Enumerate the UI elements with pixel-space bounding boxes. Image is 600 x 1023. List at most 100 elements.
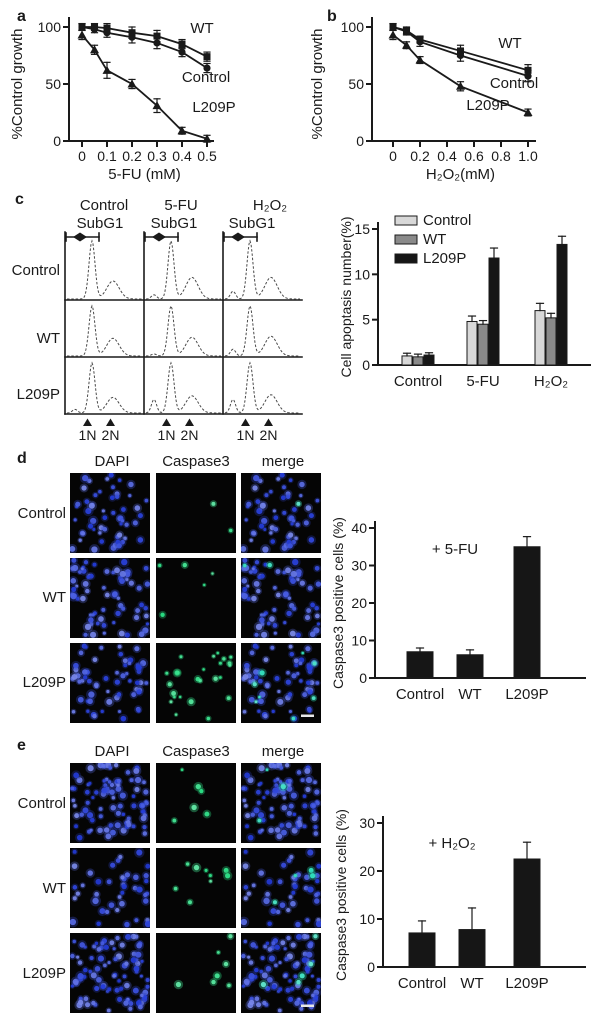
nucleus — [287, 778, 292, 784]
caspase-dot — [299, 973, 305, 979]
nucleus — [111, 510, 116, 515]
micro-e-control-caspase3 — [156, 763, 236, 843]
nucleus — [122, 658, 128, 664]
nucleus — [311, 815, 318, 822]
nucleus — [266, 621, 271, 626]
nucleus — [264, 493, 269, 498]
nucleus — [135, 1000, 142, 1006]
nucleus — [285, 567, 291, 574]
nucleus — [101, 509, 105, 513]
nucleus — [141, 809, 146, 814]
nucleus — [292, 606, 297, 611]
nucleus — [245, 824, 249, 829]
fluorescence-image-dapi — [68, 556, 152, 641]
nucleus — [94, 790, 99, 795]
caspase-dot — [158, 563, 162, 568]
caspase-dot — [185, 862, 190, 866]
nucleus — [107, 780, 112, 784]
nucleus — [72, 564, 79, 572]
gate-marker-diamond — [152, 232, 166, 242]
nucleus — [115, 786, 122, 792]
nucleus — [134, 505, 141, 511]
nucleus — [307, 689, 313, 695]
nucleus — [86, 678, 92, 684]
nucleus — [77, 999, 84, 1006]
nucleus — [96, 921, 101, 927]
flow-column-header: H₂O₂ — [253, 197, 287, 214]
nucleus — [89, 573, 94, 579]
marker-circle — [389, 23, 397, 31]
caspase-dot — [228, 934, 233, 939]
nucleus — [115, 858, 121, 863]
nucleus — [78, 650, 84, 656]
nucleus — [143, 898, 149, 904]
nucleus — [121, 606, 126, 611]
caspase-dot — [280, 783, 286, 790]
nucleus — [308, 537, 315, 543]
fluorescence-image-caspase3 — [156, 473, 236, 553]
nucleus — [87, 698, 93, 705]
nucleus — [125, 671, 129, 676]
fluorescence-image-dapi — [67, 847, 154, 930]
nucleus — [271, 984, 277, 990]
nucleus — [121, 558, 128, 566]
panel-d-row-label-control: Control — [17, 505, 66, 522]
nucleus — [257, 812, 265, 819]
nucleus — [98, 616, 104, 622]
nucleus — [260, 573, 265, 579]
nucleus — [269, 531, 273, 535]
nucleus — [305, 786, 311, 793]
dna-content-label: 2N — [260, 427, 278, 443]
nucleus — [125, 933, 131, 940]
nucleus — [274, 783, 279, 788]
y-tick-label: 30 — [359, 815, 375, 831]
nucleus — [128, 494, 132, 498]
dna-content-marker — [185, 418, 194, 426]
nucleus — [108, 766, 113, 770]
nucleus — [102, 515, 108, 521]
nucleus — [75, 596, 80, 601]
nucleus — [243, 939, 247, 944]
nucleus — [315, 498, 320, 503]
bar — [408, 932, 436, 968]
nucleus — [273, 515, 279, 521]
caspase-dot — [211, 979, 216, 985]
marker-square — [153, 32, 161, 40]
nucleus — [145, 622, 150, 626]
nucleus — [91, 613, 95, 617]
flow-cytometry-grid: ControlSubG15-FUSubG1H₂O₂SubG1ControlWTL… — [12, 197, 303, 443]
nucleus — [288, 644, 293, 649]
nucleus — [302, 824, 307, 829]
nucleus — [140, 815, 147, 822]
nucleus — [296, 671, 300, 676]
nucleus — [254, 996, 260, 1002]
nucleus — [267, 921, 272, 927]
nucleus — [299, 679, 303, 683]
series-label: WT — [498, 35, 521, 52]
caspase-dot — [296, 501, 301, 506]
nucleus — [284, 957, 289, 962]
panel-d-letter: d — [17, 450, 27, 467]
y-tick-label: 0 — [362, 357, 370, 373]
marker-circle — [203, 64, 211, 72]
panel-d-column-header-merge: merge — [261, 453, 305, 470]
nucleus — [124, 571, 131, 578]
marker-triangle — [90, 45, 99, 54]
nucleus — [263, 897, 270, 905]
nucleus — [314, 873, 320, 879]
nucleus — [305, 776, 313, 784]
panel-e-row-label-wt: WT — [42, 880, 66, 897]
nucleus — [106, 698, 113, 705]
nucleus — [70, 786, 75, 791]
nucleus — [253, 807, 260, 814]
nucleus — [242, 557, 248, 563]
nucleus — [115, 907, 120, 913]
marker-triangle — [415, 55, 425, 64]
nucleus — [113, 763, 119, 768]
nucleus — [76, 955, 80, 959]
nucleus — [98, 531, 102, 535]
nucleus — [280, 495, 286, 501]
nucleus — [315, 613, 320, 619]
nucleus — [122, 974, 127, 979]
nucleus — [244, 662, 250, 669]
